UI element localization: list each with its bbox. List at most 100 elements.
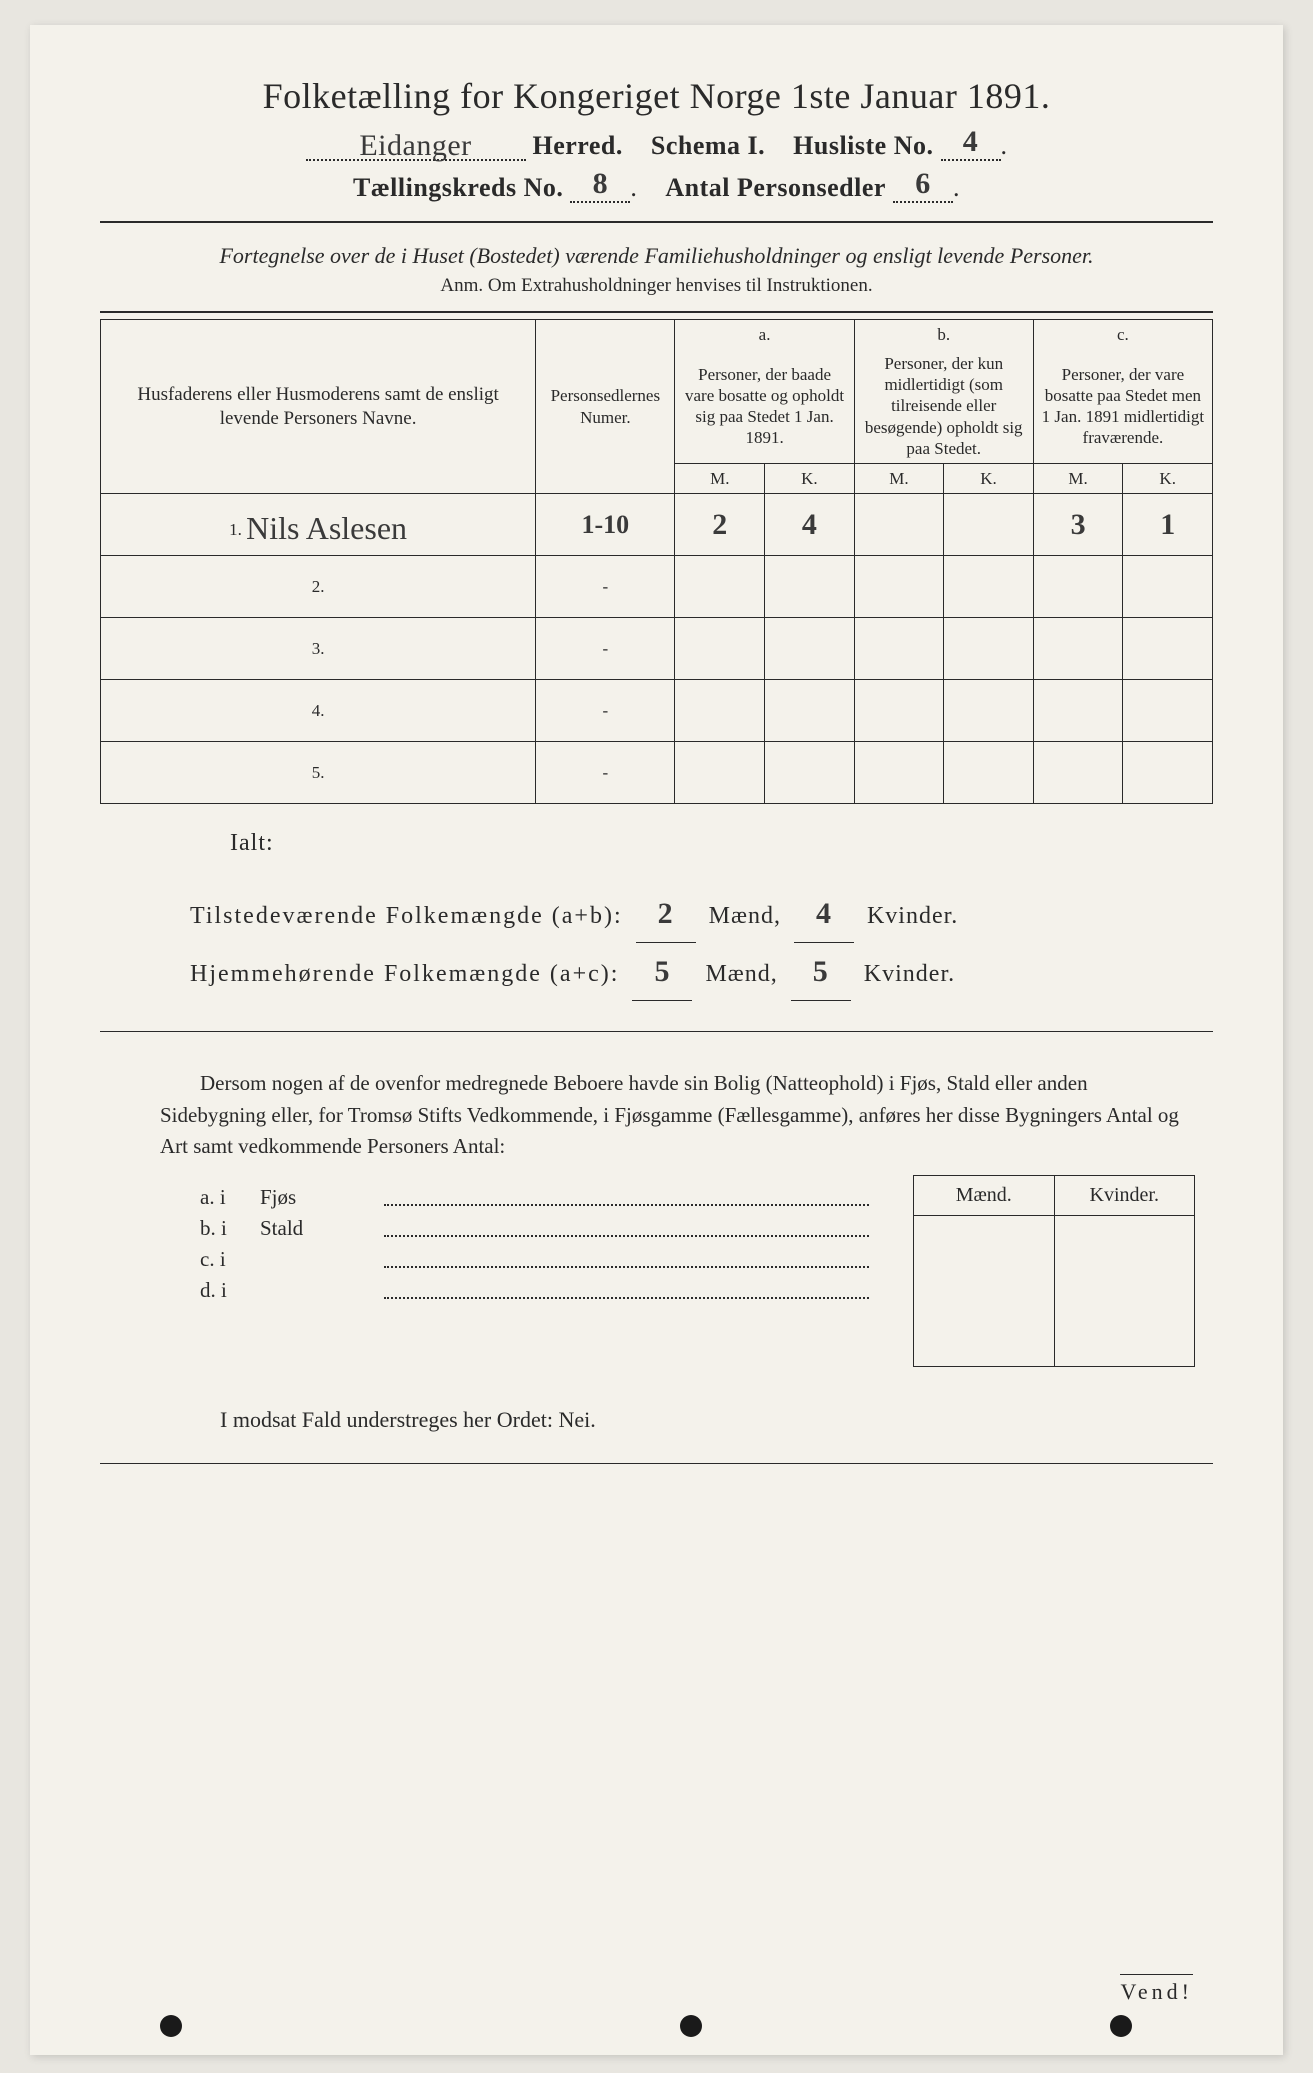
- th-c-m: M.: [1033, 464, 1123, 494]
- main-table: Husfaderens eller Husmoderens samt de en…: [100, 319, 1213, 805]
- row-num: 2.: [101, 556, 536, 618]
- kvinder-label: Kvinder.: [864, 961, 955, 987]
- cell-name: 1. Nils Aslesen: [101, 494, 536, 556]
- cell: [1033, 680, 1123, 742]
- husliste-label: Husliste No.: [793, 131, 933, 160]
- side-table: a. i Fjøs b. i Stald c. i d. i: [200, 1185, 873, 1303]
- dots: [384, 1203, 869, 1206]
- header-block: Folketælling for Kongeriget Norge 1ste J…: [100, 75, 1213, 203]
- totals-1-m: 2: [636, 885, 696, 943]
- cell: [854, 556, 944, 618]
- table-row: 2. -: [101, 556, 1213, 618]
- punch-hole-icon: [680, 2015, 702, 2037]
- cell-cm: 3: [1033, 494, 1123, 556]
- totals-1-label: Tilstedeværende Folkemængde (a+b):: [190, 903, 623, 929]
- mk-kvinder: Kvinder.: [1055, 1176, 1195, 1216]
- cell-num: -: [536, 556, 675, 618]
- husliste-value: 4: [963, 125, 979, 158]
- cell: [1033, 556, 1123, 618]
- totals-2-label: Hjemmehørende Folkemængde (a+c):: [190, 961, 619, 987]
- cell: [675, 618, 765, 680]
- side-row: c. i: [200, 1247, 873, 1272]
- cell: [1033, 618, 1123, 680]
- dots: [384, 1296, 869, 1299]
- mk-grid-head: Mænd. Kvinder.: [914, 1176, 1194, 1216]
- side-type: Stald: [260, 1216, 380, 1241]
- nei-line: I modsat Fald understreges her Ordet: Ne…: [220, 1407, 1213, 1433]
- side-row: a. i Fjøs: [200, 1185, 873, 1210]
- page-title: Folketælling for Kongeriget Norge 1ste J…: [100, 75, 1213, 117]
- mk-cell-k: [1055, 1216, 1195, 1366]
- cell: [765, 680, 855, 742]
- cell-bk: [944, 494, 1034, 556]
- cell: [675, 680, 765, 742]
- cell: [675, 556, 765, 618]
- side-row: d. i: [200, 1278, 873, 1303]
- rule-3: [100, 1031, 1213, 1032]
- cell-ck: 1: [1123, 494, 1213, 556]
- maend-label: Mænd,: [705, 961, 777, 987]
- subtitle: Fortegnelse over de i Huset (Bostedet) v…: [140, 241, 1173, 271]
- side-label: c. i: [200, 1247, 260, 1272]
- th-b-k: K.: [944, 464, 1034, 494]
- punch-hole-icon: [1110, 2015, 1132, 2037]
- cell: [765, 742, 855, 804]
- antal-field: 6: [893, 167, 953, 203]
- th-name: Husfaderens eller Husmoderens samt de en…: [101, 319, 536, 494]
- side-type: Fjøs: [260, 1185, 380, 1210]
- table-row: 1. Nils Aslesen 1-10 2 4 3 1: [101, 494, 1213, 556]
- row-num: 4.: [101, 680, 536, 742]
- th-a-m: M.: [675, 464, 765, 494]
- cell: [944, 618, 1034, 680]
- row-name: Nils Aslesen: [246, 510, 407, 546]
- cell: [944, 556, 1034, 618]
- rule-4: [100, 1463, 1213, 1464]
- th-num: Personsedlernes Numer.: [536, 319, 675, 494]
- husliste-field: 4: [941, 125, 1001, 161]
- herred-label: Herred.: [533, 131, 623, 160]
- header-line-1: Eidanger Herred. Schema I. Husliste No. …: [100, 125, 1213, 161]
- dots: [384, 1265, 869, 1268]
- rule-1: [100, 221, 1213, 223]
- herred-field: Eidanger: [306, 125, 526, 161]
- totals-2-m: 5: [632, 943, 692, 1001]
- table-row: 4. -: [101, 680, 1213, 742]
- side-label: a. i: [200, 1185, 260, 1210]
- mk-cell-m: [914, 1216, 1055, 1366]
- cell: [854, 680, 944, 742]
- table-row: 3. -: [101, 618, 1213, 680]
- cell-bm: [854, 494, 944, 556]
- mk-grid-body: [914, 1216, 1194, 1366]
- cell: [1123, 742, 1213, 804]
- side-row: b. i Stald: [200, 1216, 873, 1241]
- cell: [854, 618, 944, 680]
- totals-2-k: 5: [791, 943, 851, 1001]
- totals-line-1: Tilstedeværende Folkemængde (a+b): 2 Mæn…: [190, 885, 1183, 943]
- cell: [944, 742, 1034, 804]
- mk-maend: Mænd.: [914, 1176, 1055, 1216]
- header-line-2: Tællingskreds No. 8. Antal Personsedler …: [100, 167, 1213, 203]
- th-a-k: K.: [765, 464, 855, 494]
- vend-label: Vend!: [1120, 1974, 1193, 2005]
- instruction-paragraph: Dersom nogen af de ovenfor medregnede Be…: [160, 1068, 1193, 1163]
- row-num: 3.: [101, 618, 536, 680]
- cell: [1123, 618, 1213, 680]
- row-num: 1.: [229, 520, 242, 539]
- cell-num: -: [536, 742, 675, 804]
- census-form-page: Folketælling for Kongeriget Norge 1ste J…: [30, 25, 1283, 2055]
- side-label: d. i: [200, 1278, 260, 1303]
- totals-1-k: 4: [794, 885, 854, 943]
- th-b: Personer, der kun midlertidigt (som tilr…: [854, 349, 1033, 464]
- totals-line-2: Hjemmehørende Folkemængde (a+c): 5 Mænd,…: [190, 943, 1183, 1001]
- side-label: b. i: [200, 1216, 260, 1241]
- table-row: 5. -: [101, 742, 1213, 804]
- nei-text: I modsat Fald understreges her Ordet: Ne…: [220, 1407, 596, 1432]
- schema-label: Schema I.: [651, 131, 765, 160]
- th-a-top: a.: [675, 319, 854, 349]
- row-num: 5.: [101, 742, 536, 804]
- cell-num: -: [536, 618, 675, 680]
- kvinder-label: Kvinder.: [867, 903, 958, 929]
- cell: [1123, 680, 1213, 742]
- herred-value: Eidanger: [359, 129, 471, 162]
- th-c-k: K.: [1123, 464, 1213, 494]
